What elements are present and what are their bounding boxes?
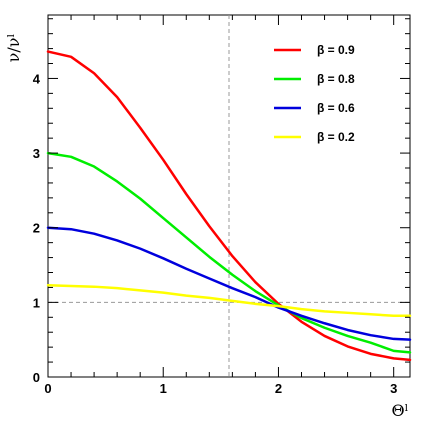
reference-lines — [48, 15, 410, 377]
y-tick-label: 4 — [33, 71, 41, 86]
x-tick-label: 3 — [390, 381, 397, 396]
y-tick-label: 1 — [33, 295, 40, 310]
legend-label-2: β = 0.6 — [317, 101, 355, 115]
legend-label-0: β = 0.9 — [317, 43, 355, 57]
y-axis-label: ν/νˡ — [4, 34, 23, 63]
legend-label-1: β = 0.8 — [317, 72, 355, 86]
series-lines — [46, 50, 412, 362]
x-axis-label: Θˡ — [392, 401, 409, 420]
tick-labels: 0 1 2 3 0 1 2 3 4 — [33, 71, 398, 396]
x-tick-label: 1 — [160, 381, 167, 396]
y-tick-label: 2 — [33, 221, 40, 236]
legend: β = 0.9 β = 0.8 β = 0.6 β = 0.2 — [274, 43, 355, 144]
y-tick-label: 3 — [33, 146, 40, 161]
series-line-3 — [46, 283, 412, 318]
x-tick-label: 0 — [44, 381, 51, 396]
x-tick-label: 2 — [275, 381, 282, 396]
legend-label-3: β = 0.2 — [317, 130, 355, 144]
series-line-0 — [46, 50, 412, 362]
axis-ticks — [47, 15, 410, 378]
y-tick-label: 0 — [33, 370, 40, 385]
series-line-2 — [46, 226, 412, 341]
series-line-1 — [46, 151, 412, 354]
plot-frame — [47, 14, 411, 378]
